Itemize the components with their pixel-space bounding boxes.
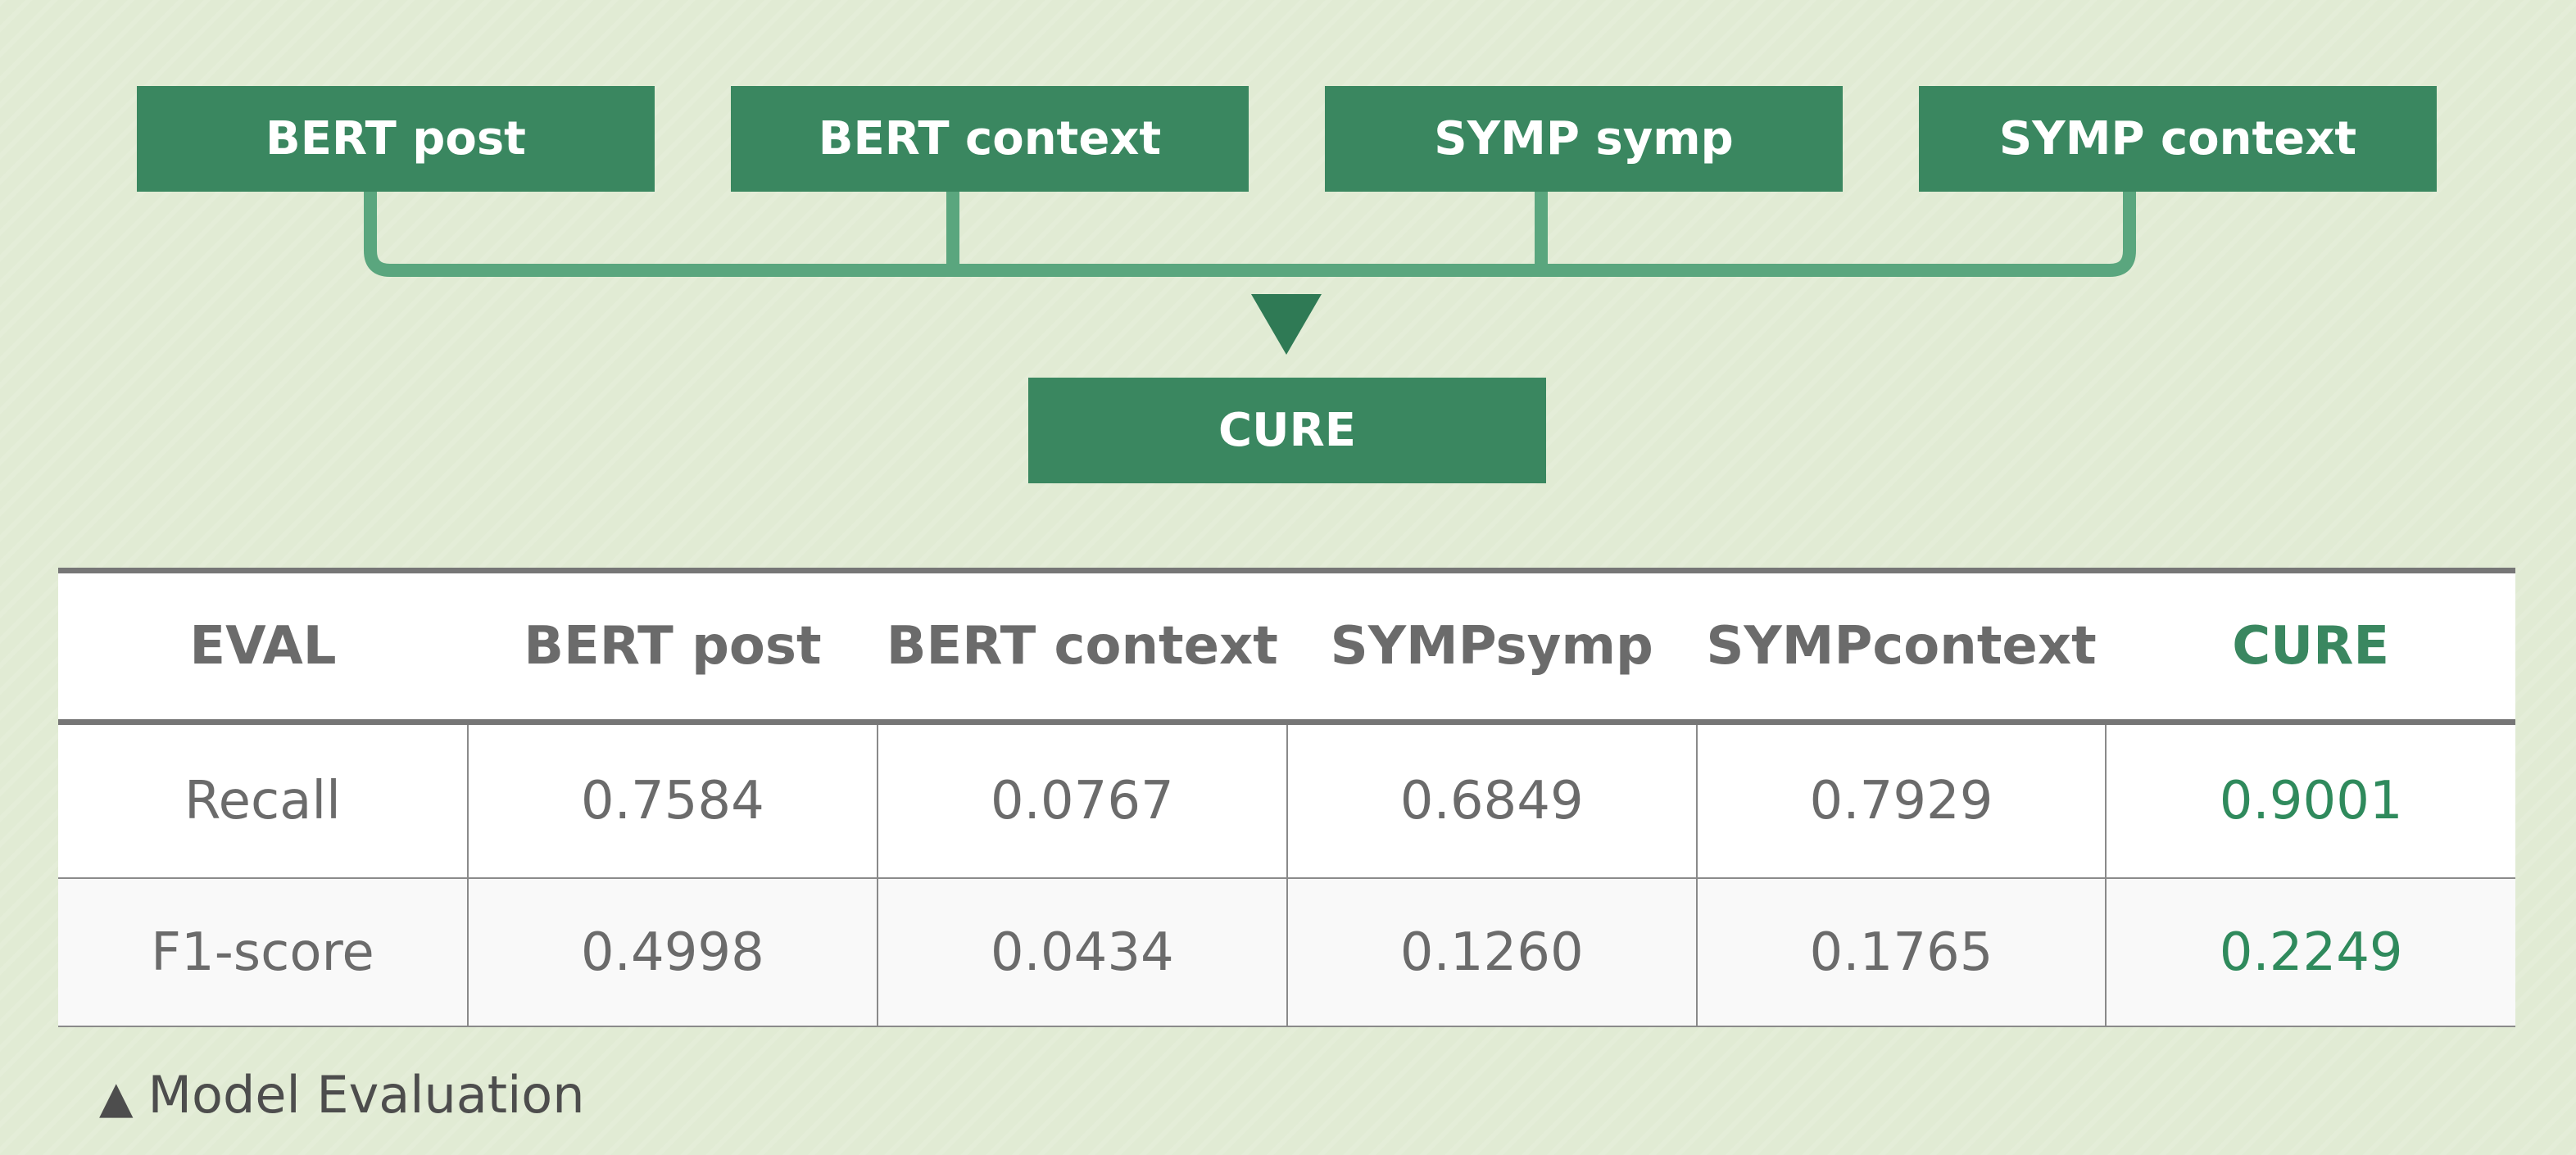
connector-lines <box>364 192 2136 355</box>
table-row-recall: Recall 0.7584 0.0767 0.6849 0.7929 0.900… <box>58 722 2515 879</box>
merge-bus-line <box>364 192 2136 277</box>
evaluation-table: EVAL BERT post BERT context SYMPsymp SYM… <box>58 573 2515 1027</box>
recall-symp-symp: 0.6849 <box>1286 722 1697 879</box>
model-box-cure: CURE <box>1028 378 1546 483</box>
f1-symp-symp: 0.1260 <box>1286 878 1697 1027</box>
down-arrow-icon <box>1251 294 1322 355</box>
ensemble-diagram: BERT post BERT context SYMP symp SYMP co… <box>0 0 2576 524</box>
f1-cure: 0.2249 <box>2105 878 2515 1027</box>
model-box-symp-symp: SYMP symp <box>1325 86 1843 192</box>
recall-bert-context: 0.0767 <box>876 722 1287 879</box>
metric-label-recall: Recall <box>58 722 468 879</box>
metric-label-f1-score: F1-score <box>58 878 468 1027</box>
header-bert-context: BERT context <box>877 573 1287 725</box>
evaluation-table-container: EVAL BERT post BERT context SYMPsymp SYM… <box>58 568 2515 1027</box>
recall-cure: 0.9001 <box>2105 722 2515 879</box>
f1-bert-context: 0.0434 <box>876 878 1287 1027</box>
table-header-row: EVAL BERT post BERT context SYMPsymp SYM… <box>58 573 2515 725</box>
header-cure: CURE <box>2106 573 2515 725</box>
caption: ▲ Model Evaluation <box>99 1065 585 1125</box>
f1-bert-post: 0.4998 <box>466 878 878 1027</box>
table-row-f1-score: F1-score 0.4998 0.0434 0.1260 0.1765 0.2… <box>58 878 2515 1027</box>
model-box-bert-context: BERT context <box>731 86 1249 192</box>
header-eval: EVAL <box>58 573 468 725</box>
triangle-up-icon: ▲ <box>99 1071 134 1123</box>
f1-symp-context: 0.1765 <box>1695 878 2107 1027</box>
model-box-bert-post: BERT post <box>137 86 655 192</box>
header-symp-context: SYMPcontext <box>1696 573 2107 725</box>
header-bert-post: BERT post <box>467 573 878 725</box>
recall-bert-post: 0.7584 <box>466 722 878 879</box>
caption-text: Model Evaluation <box>147 1065 585 1125</box>
recall-symp-context: 0.7929 <box>1695 722 2107 879</box>
header-symp-symp: SYMPsymp <box>1286 573 1697 725</box>
model-box-symp-context: SYMP context <box>1919 86 2437 192</box>
